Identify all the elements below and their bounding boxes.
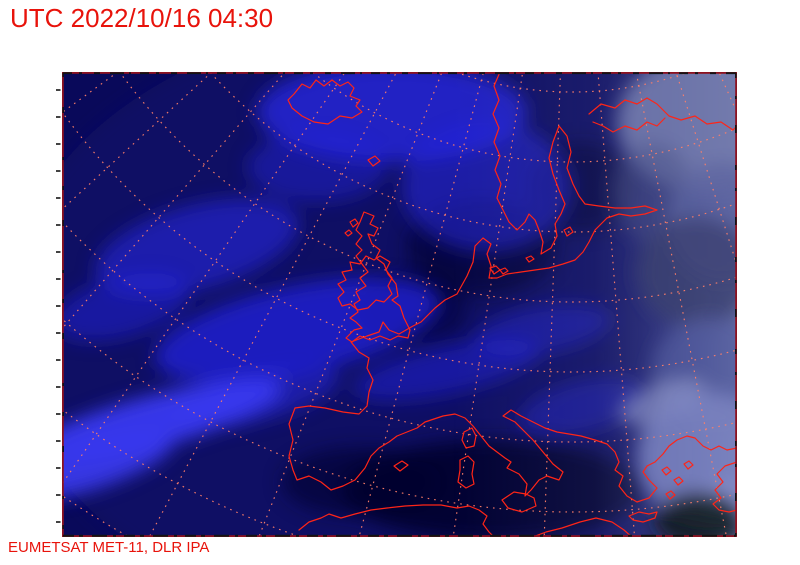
hebrides-coastline xyxy=(344,218,359,237)
credit-label: EUMETSAT MET-11, DLR IPA xyxy=(8,539,210,556)
turkey-coastline xyxy=(712,461,737,513)
mainland-europe-coastline xyxy=(288,72,737,503)
ireland-coastline xyxy=(337,255,393,311)
kola-white-sea-coastline xyxy=(588,97,737,131)
bornholm-coastline xyxy=(525,255,535,263)
crete-coastline xyxy=(628,511,658,523)
satellite-map xyxy=(56,71,738,538)
satellite-image xyxy=(56,71,738,538)
great-britain-coastline xyxy=(345,211,411,343)
sicily-coastline xyxy=(501,491,537,513)
gotland-coastline xyxy=(563,226,574,237)
timestamp-title: UTC 2022/10/16 04:30 xyxy=(10,3,274,33)
day-terminator xyxy=(442,72,737,537)
map-frame xyxy=(56,71,738,538)
faroe-islands-coastline xyxy=(367,155,381,167)
sardinia-coastline xyxy=(457,455,475,489)
north-africa-coastline xyxy=(298,504,633,537)
aegean-islands-coastline xyxy=(661,460,694,500)
outer-axis-ticks xyxy=(56,89,61,523)
denmark-coastline xyxy=(489,265,509,275)
corsica-coastline xyxy=(461,427,477,449)
white-sea-shore-coastline xyxy=(592,117,666,133)
coastlines-overlay xyxy=(287,72,737,537)
mallorca-coastline xyxy=(393,460,409,472)
iceland-coastline xyxy=(287,79,363,125)
